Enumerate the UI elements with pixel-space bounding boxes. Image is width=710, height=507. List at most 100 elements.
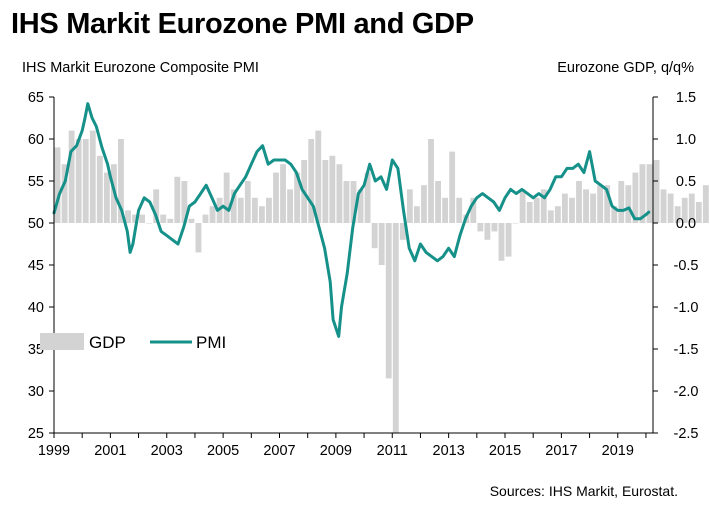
- left-tick-label: 35: [28, 342, 44, 358]
- gdp-bar: [526, 202, 533, 223]
- gdp-bar: [357, 189, 364, 223]
- gdp-bar: [674, 206, 681, 223]
- gdp-bar: [230, 189, 237, 223]
- gdp-bar: [343, 181, 350, 223]
- gdp-bar: [336, 164, 343, 223]
- gdp-bar: [315, 130, 322, 223]
- gdp-bars: [54, 130, 710, 433]
- gdp-bar: [322, 160, 329, 223]
- x-tick-label: 2003: [151, 443, 183, 459]
- gdp-bar: [125, 210, 131, 223]
- gdp-bar: [569, 197, 575, 223]
- right-tick-label: -0.5: [674, 258, 699, 274]
- gdp-bar: [75, 139, 82, 223]
- gdp-bar: [681, 197, 688, 223]
- gdp-bar: [378, 223, 385, 265]
- x-tick-label: 2017: [545, 443, 577, 459]
- gdp-bar: [456, 197, 463, 223]
- gdp-bar: [428, 139, 434, 223]
- gdp-bar: [385, 223, 392, 379]
- axes: 25 30 35 40 45 50 55 60 65 -2.5 -2.0 -1.5 -1.0 -0.5 0.…: [28, 90, 699, 459]
- legend-pmi-label: PMI: [196, 333, 226, 352]
- right-tick-label: 0.0: [676, 216, 696, 232]
- gdp-bar: [625, 185, 632, 223]
- gdp-bar: [512, 223, 519, 224]
- gdp-bar: [470, 197, 477, 223]
- gdp-bar: [266, 197, 272, 223]
- gdp-bar: [632, 172, 639, 223]
- gdp-bar: [435, 181, 441, 223]
- right-tick-label: -1.5: [674, 342, 699, 358]
- x-tick-label: 1999: [38, 443, 70, 459]
- gdp-bar: [188, 218, 195, 223]
- gdp-bar: [96, 155, 103, 223]
- gdp-bar: [491, 223, 498, 232]
- gdp-bar: [498, 223, 505, 261]
- gdp-bar: [554, 206, 561, 223]
- gdp-bar: [611, 206, 618, 223]
- gdp-bar: [146, 223, 153, 224]
- x-tick-label: 2011: [377, 443, 408, 459]
- gdp-bar: [89, 130, 96, 223]
- gdp-bar: [604, 185, 611, 223]
- gdp-bar: [702, 185, 709, 223]
- gdp-bar: [273, 172, 279, 223]
- gdp-bar: [449, 151, 456, 223]
- gdp-bar: [653, 160, 660, 223]
- gdp-bar: [414, 206, 420, 223]
- gdp-bar: [477, 223, 484, 232]
- gdp-bar: [350, 181, 357, 223]
- gdp-bar: [590, 193, 597, 223]
- left-tick-label: 45: [28, 258, 44, 274]
- gdp-bar: [484, 223, 491, 240]
- gdp-bar: [153, 189, 160, 223]
- gdp-bar: [688, 193, 695, 223]
- gdp-bar: [202, 214, 209, 223]
- x-tick-label: 2015: [489, 443, 521, 459]
- x-tick-label: 2001: [94, 443, 126, 459]
- right-tick-label: 1.5: [676, 90, 696, 106]
- pmi-line: [52, 102, 651, 338]
- right-tick-label: -2.5: [674, 426, 699, 442]
- right-axis-label: Eurozone GDP, q/q%: [557, 60, 694, 76]
- gdp-bar: [209, 206, 216, 223]
- x-tick-label: 2009: [320, 443, 352, 459]
- left-tick-label: 25: [28, 426, 44, 442]
- chart-title: IHS Markit Eurozone PMI and GDP: [11, 8, 474, 40]
- gdp-bar: [287, 189, 293, 223]
- gdp-bar: [118, 139, 124, 223]
- gdp-bar: [695, 202, 702, 223]
- gdp-bar: [237, 197, 244, 223]
- right-tick-label: 0.5: [676, 174, 696, 190]
- gdp-bar: [280, 164, 286, 223]
- x-tick-label: 2013: [433, 443, 465, 459]
- gdp-bar: [547, 210, 554, 223]
- gdp-bar: [181, 181, 188, 223]
- gdp-bar: [399, 223, 406, 240]
- x-tick-label: 2005: [207, 443, 239, 459]
- gdp-bar: [54, 147, 61, 223]
- gdp-bar: [329, 155, 336, 223]
- gdp-bar: [103, 172, 110, 223]
- source-note: Sources: IHS Markit, Eurostat.: [489, 483, 678, 499]
- left-tick-label: 60: [28, 132, 44, 148]
- gdp-bar: [597, 185, 604, 223]
- gdp-bar: [667, 193, 674, 223]
- gdp-bar: [505, 223, 512, 257]
- gdp-bar: [540, 189, 547, 223]
- gdp-bar: [583, 189, 589, 223]
- gdp-bar: [364, 172, 371, 223]
- gdp-bar: [68, 130, 75, 223]
- gdp-bar: [576, 181, 582, 223]
- gdp-bar: [406, 189, 413, 223]
- gdp-bar: [258, 206, 265, 223]
- gdp-bar: [61, 164, 68, 223]
- legend-gdp-swatch: [40, 333, 84, 350]
- x-tick-label: 2007: [263, 443, 295, 459]
- gdp-bar: [223, 172, 230, 223]
- left-axis-label: IHS Markit Eurozone Composite PMI: [22, 60, 259, 76]
- gdp-bar: [167, 218, 174, 223]
- gdp-bar: [392, 223, 399, 433]
- x-tick-label: 2019: [602, 443, 634, 459]
- gdp-bar: [639, 164, 646, 223]
